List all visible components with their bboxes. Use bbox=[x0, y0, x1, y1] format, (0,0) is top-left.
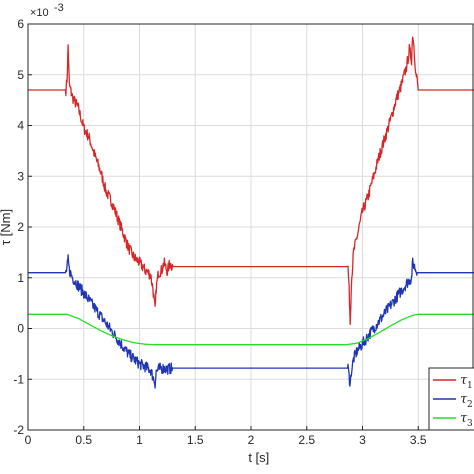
legend-label-subscript: 3 bbox=[467, 419, 473, 429]
series-line-tau2 bbox=[27, 254, 474, 389]
legend-label: τ bbox=[460, 373, 468, 388]
y-tick-label: -2 bbox=[13, 423, 24, 437]
x-tick-label: 3 bbox=[359, 433, 366, 447]
y-axis-label: τ [Nm] bbox=[0, 209, 13, 245]
x-tick-label: 1 bbox=[136, 433, 143, 447]
y-tick-label: 4 bbox=[17, 119, 24, 133]
y-multiplier-label: ×10 bbox=[30, 7, 49, 19]
series-line-tau1 bbox=[27, 36, 474, 326]
tick-labels: 0 0.5 1 1.5 2 2.5 3 3.5 -2 -1 0 1 2 3 4 5 6 bbox=[13, 17, 427, 447]
y-tick-label: 5 bbox=[17, 68, 24, 82]
y-multiplier-exponent: -3 bbox=[54, 2, 64, 14]
y-tick-label: 1 bbox=[17, 271, 24, 285]
x-tick-label: 0.5 bbox=[75, 433, 92, 447]
y-tick-label: 0 bbox=[17, 322, 24, 336]
legend-label: τ bbox=[460, 411, 468, 426]
legend-label: τ bbox=[460, 392, 468, 407]
legend-label-subscript: 1 bbox=[467, 381, 473, 391]
x-tick-label: 0 bbox=[25, 433, 32, 447]
series-line-tau3 bbox=[27, 313, 474, 346]
x-axis-label: t [s] bbox=[248, 450, 269, 465]
x-tick-label: 1.5 bbox=[187, 433, 204, 447]
x-tick-label: 2.5 bbox=[298, 433, 315, 447]
legend: τ 1τ 2τ 3 bbox=[428, 367, 474, 431]
legend-label-subscript: 2 bbox=[467, 400, 473, 410]
y-tick-label: 2 bbox=[17, 220, 24, 234]
y-tick-label: -1 bbox=[13, 372, 24, 386]
y-tick-label: 6 bbox=[17, 17, 24, 31]
series-group bbox=[27, 36, 474, 389]
x-tick-label: 2 bbox=[248, 433, 255, 447]
x-tick-label: 3.5 bbox=[410, 433, 427, 447]
y-tick-label: 3 bbox=[17, 169, 24, 183]
